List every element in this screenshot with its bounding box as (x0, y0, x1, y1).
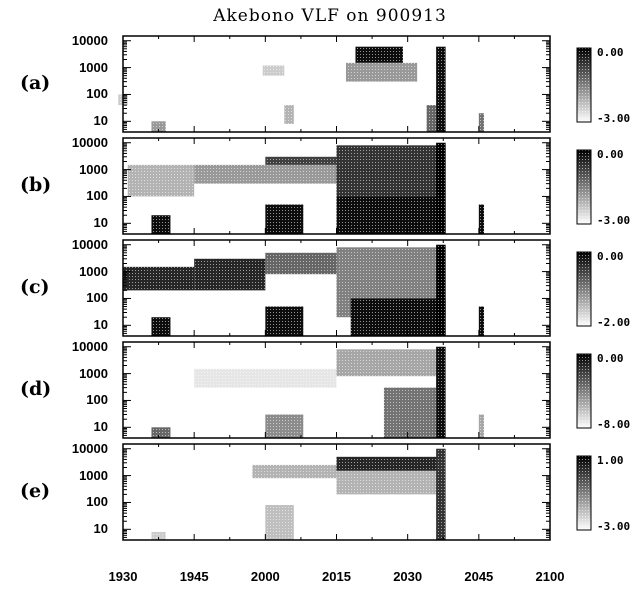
colorbar-texture (577, 354, 591, 428)
heatmap-cell-texture (151, 215, 171, 234)
heatmap-cell-texture (383, 387, 437, 438)
heatmap-cell-texture (436, 244, 446, 336)
heatmap-cell-texture (265, 252, 337, 275)
heatmap-cell-texture (194, 258, 266, 291)
heatmap-cell-texture (336, 456, 441, 471)
colorbar-frame (576, 47, 592, 123)
heatmap-cell-texture (355, 46, 403, 63)
y-tick-label: 100 (86, 86, 108, 102)
heatmap-cell-texture (336, 145, 446, 197)
heatmap-cell-texture (262, 65, 285, 76)
heatmap-cell-texture (151, 121, 166, 132)
heatmap-cell-texture (265, 414, 304, 438)
y-tick-label: 100 (86, 290, 108, 306)
x-tick-label: 1930 (108, 569, 138, 584)
x-tick-label: 2030 (393, 569, 423, 584)
heatmap-cell-texture (436, 142, 446, 234)
heatmap-cell-texture (265, 156, 337, 165)
heatmap-cell-texture (478, 306, 485, 336)
chart-title: Akebono VLF on 900913 (213, 6, 447, 26)
panel-label: (d) (20, 378, 52, 400)
colorbar-max-label: 0.00 (597, 250, 624, 263)
heatmap-cell-texture (123, 266, 195, 291)
heatmap-cell-texture (151, 427, 171, 438)
y-tick-label: 10 (93, 113, 108, 129)
heatmap-cell-texture (151, 531, 166, 540)
colorbar-frame (576, 353, 592, 429)
colorbar-min-label: -8.00 (597, 418, 631, 431)
x-tick-label: 2015 (322, 569, 351, 584)
heatmap-cell-texture (345, 62, 418, 82)
heatmap-cell-texture (151, 317, 171, 336)
panel-label: (c) (20, 276, 50, 298)
x-tick-label: 1945 (179, 569, 209, 584)
y-tick-label: 1000 (79, 467, 108, 483)
heatmap-cell-texture (436, 448, 446, 540)
heatmap-cell-texture (436, 46, 446, 132)
heatmap-cell-texture (478, 113, 485, 132)
y-tick-label: 100 (86, 188, 108, 204)
heatmap-cell-texture (350, 298, 446, 336)
heatmap-cell-texture (336, 470, 441, 495)
colorbar-max-label: 0.00 (597, 148, 624, 161)
colorbar-min-label: -3.00 (597, 520, 631, 533)
heatmap-cell-texture (478, 204, 485, 234)
panel-label: (e) (20, 480, 51, 502)
colorbar-frame (576, 251, 592, 327)
colorbar-texture (577, 252, 591, 326)
colorbar-frame (576, 149, 592, 225)
heatmap-cell-texture (194, 164, 337, 184)
y-tick-label: 1000 (79, 263, 108, 279)
heatmap-cell-texture (265, 204, 304, 234)
heatmap-cell-texture (265, 505, 294, 540)
heatmap-cell-texture (336, 196, 446, 234)
heatmap-cell-texture (127, 164, 195, 197)
heatmap-cell-texture (426, 105, 437, 132)
heatmap-cell-texture (478, 414, 485, 438)
y-tick-label: 1000 (79, 59, 108, 75)
colorbar-max-label: 0.00 (597, 46, 624, 59)
y-tick-label: 10 (93, 419, 108, 435)
y-tick-label: 10 (93, 521, 108, 537)
y-tick-label: 100 (86, 494, 108, 510)
panel-label: (a) (20, 72, 51, 94)
y-tick-label: 10000 (71, 32, 108, 48)
heatmap-cell-texture (436, 346, 446, 438)
x-tick-label: 2100 (535, 569, 565, 584)
colorbar-min-label: -2.00 (597, 316, 631, 329)
colorbar-max-label: 1.00 (597, 454, 624, 467)
colorbar-min-label: -3.00 (597, 214, 631, 227)
y-tick-label: 10 (93, 215, 108, 231)
heatmap-cell-texture (265, 306, 304, 336)
panel-label: (b) (20, 174, 52, 196)
y-tick-label: 100 (86, 392, 108, 408)
heatmap-cell-texture (194, 368, 337, 388)
colorbar-texture (577, 456, 591, 530)
y-tick-label: 10 (93, 317, 108, 333)
y-tick-label: 10000 (71, 440, 108, 456)
colorbar-min-label: -3.00 (597, 112, 631, 125)
y-tick-label: 10000 (71, 134, 108, 150)
x-tick-label: 2000 (250, 569, 280, 584)
y-tick-label: 1000 (79, 161, 108, 177)
heatmap-cell-texture (284, 105, 294, 124)
y-tick-label: 10000 (71, 236, 108, 252)
heatmap-cell-texture (252, 464, 337, 479)
x-tick-label: 2045 (464, 569, 494, 584)
heatmap-cell-texture (336, 349, 441, 377)
colorbar-max-label: 0.00 (597, 352, 624, 365)
colorbar-texture (577, 150, 591, 224)
panel-frame (122, 35, 551, 133)
colorbar-texture (577, 48, 591, 122)
colorbar-frame (576, 455, 592, 531)
y-tick-label: 1000 (79, 365, 108, 381)
y-tick-label: 10000 (71, 338, 108, 354)
